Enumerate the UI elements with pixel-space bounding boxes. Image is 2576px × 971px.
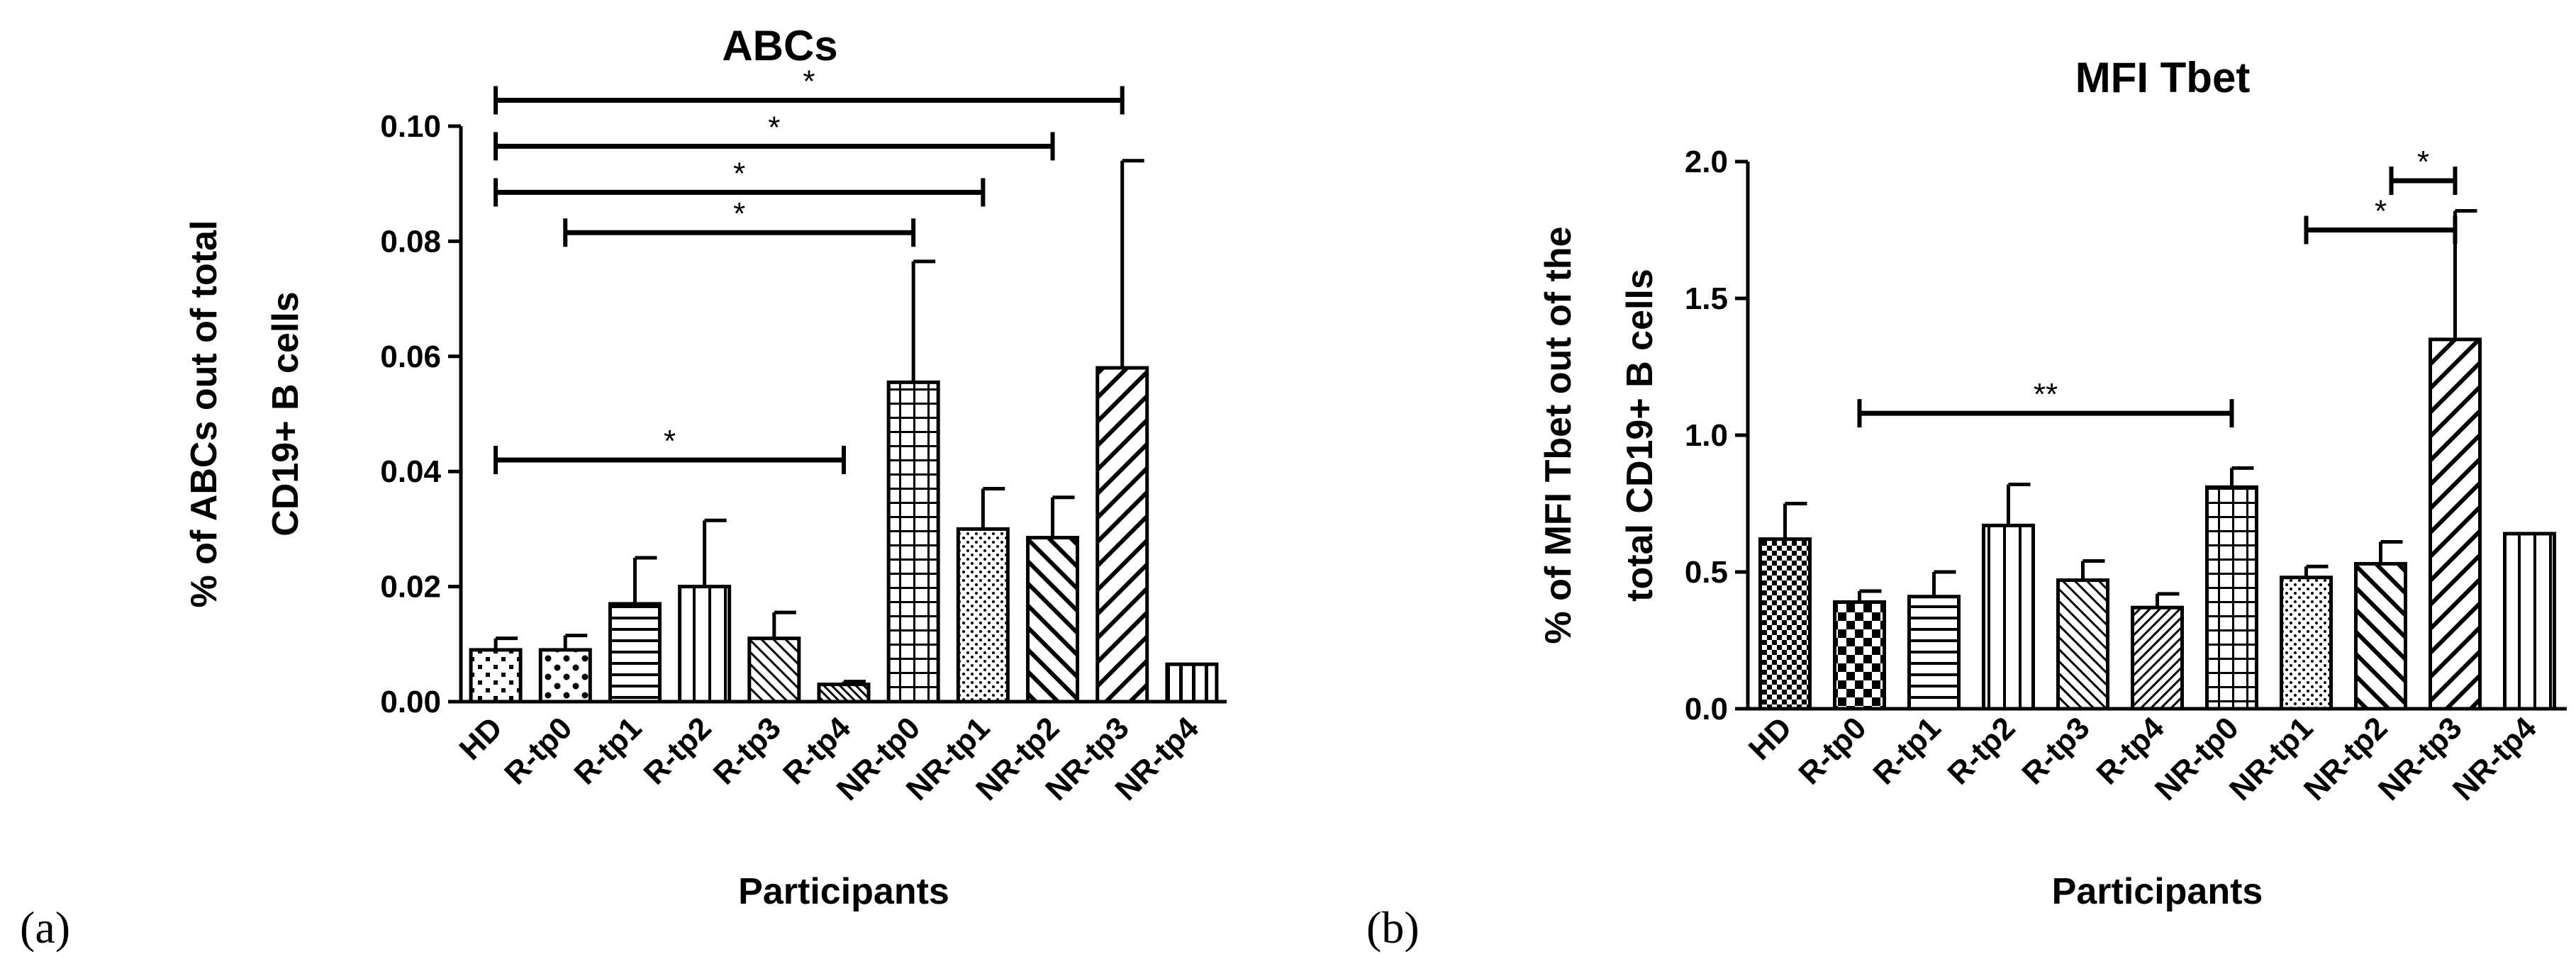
y-tick-label: 0.04: [380, 454, 441, 489]
chart-abcs: ABCs % of ABCs out of total CD19+ B cells P…: [20, 22, 1227, 953]
y-axis-label: CD19+ B cells: [265, 291, 306, 536]
category-label: NR-tp2: [2297, 710, 2394, 807]
y-tick-label: 2.0: [1685, 145, 1728, 179]
bar-nr-tp3: [2429, 337, 2482, 711]
bar-nr-tp1: [2280, 576, 2333, 711]
y-tick-label: 0.02: [380, 570, 441, 605]
category-label: R-tp1: [567, 710, 648, 791]
bar-r-tp4: [817, 683, 871, 704]
bar-r-tp0: [538, 648, 592, 704]
category-label: R-tp2: [637, 710, 718, 791]
bar-nr-tp0: [886, 380, 940, 704]
y-tick-label: 0.0: [1685, 692, 1728, 726]
category-label: NR-tp0: [2148, 710, 2246, 807]
bar-r-tp1: [608, 602, 662, 704]
y-tick-label: 0.08: [380, 224, 441, 259]
category-label: NR-tp1: [2223, 710, 2320, 807]
y-axis-label: % of MFI Tbet out of the: [1538, 226, 1579, 644]
significance-label: *: [664, 424, 676, 459]
y-tick-label: 0.06: [380, 339, 441, 374]
panel-label: (b): [1366, 902, 1420, 953]
category-label: R-tp3: [2015, 710, 2096, 791]
bar-r-tp1: [1907, 595, 1961, 711]
category-label: HD: [1742, 710, 1799, 767]
bar-r-tp3: [2056, 578, 2109, 711]
bar-nr-tp2: [2354, 561, 2407, 711]
bar-nr-tp1: [956, 527, 1010, 704]
bar-nr-tp4: [2503, 532, 2556, 711]
bar-r-tp4: [2131, 605, 2184, 711]
category-label: R-tp0: [498, 710, 579, 791]
category-label: NR-tp3: [2372, 710, 2469, 807]
x-axis-label: Participants: [2052, 871, 2263, 912]
significance-label: *: [2375, 194, 2387, 229]
chart-mfi-tbet: MFI Tbet % of MFI Tbet out of the total CD…: [1366, 54, 2567, 953]
significance-label: *: [733, 156, 745, 191]
bar-r-tp3: [747, 636, 801, 704]
x-axis-label: Participants: [738, 871, 949, 912]
y-axis-label: total CD19+ B cells: [1619, 269, 1661, 602]
y-tick-label: 1.5: [1685, 281, 1728, 316]
category-label: R-tp2: [1941, 710, 2022, 791]
significance-label: *: [733, 196, 745, 231]
y-axis-label: % of ABCs out of total: [184, 220, 225, 608]
bar-r-tp0: [1833, 600, 1886, 711]
bar-hd: [1758, 537, 1812, 711]
bar-nr-tp4: [1165, 662, 1219, 704]
y-tick-label: 1.0: [1685, 418, 1728, 453]
category-label: HD: [453, 710, 510, 767]
bar-nr-tp2: [1026, 536, 1080, 704]
y-tick-label: 0.00: [380, 685, 441, 719]
significance-label: **: [2034, 377, 2058, 412]
bar-nr-tp3: [1095, 366, 1149, 704]
significance-label: *: [803, 64, 815, 99]
y-tick-label: 0.10: [380, 109, 441, 144]
panel-label: (a): [20, 902, 70, 953]
bar-r-tp2: [678, 585, 732, 704]
category-label: NR-tp4: [2446, 710, 2543, 807]
bar-r-tp2: [1982, 523, 2035, 711]
bar-hd: [469, 648, 523, 704]
significance-label: *: [2417, 145, 2429, 179]
significance-label: *: [768, 110, 780, 145]
category-label: R-tp0: [1792, 710, 1873, 791]
bar-nr-tp0: [2205, 485, 2258, 711]
category-label: R-tp1: [1866, 710, 1947, 791]
chart-title: MFI Tbet: [2075, 54, 2251, 101]
chart-title: ABCs: [722, 22, 837, 69]
category-label: R-tp3: [707, 710, 788, 791]
y-tick-label: 0.5: [1685, 555, 1728, 590]
